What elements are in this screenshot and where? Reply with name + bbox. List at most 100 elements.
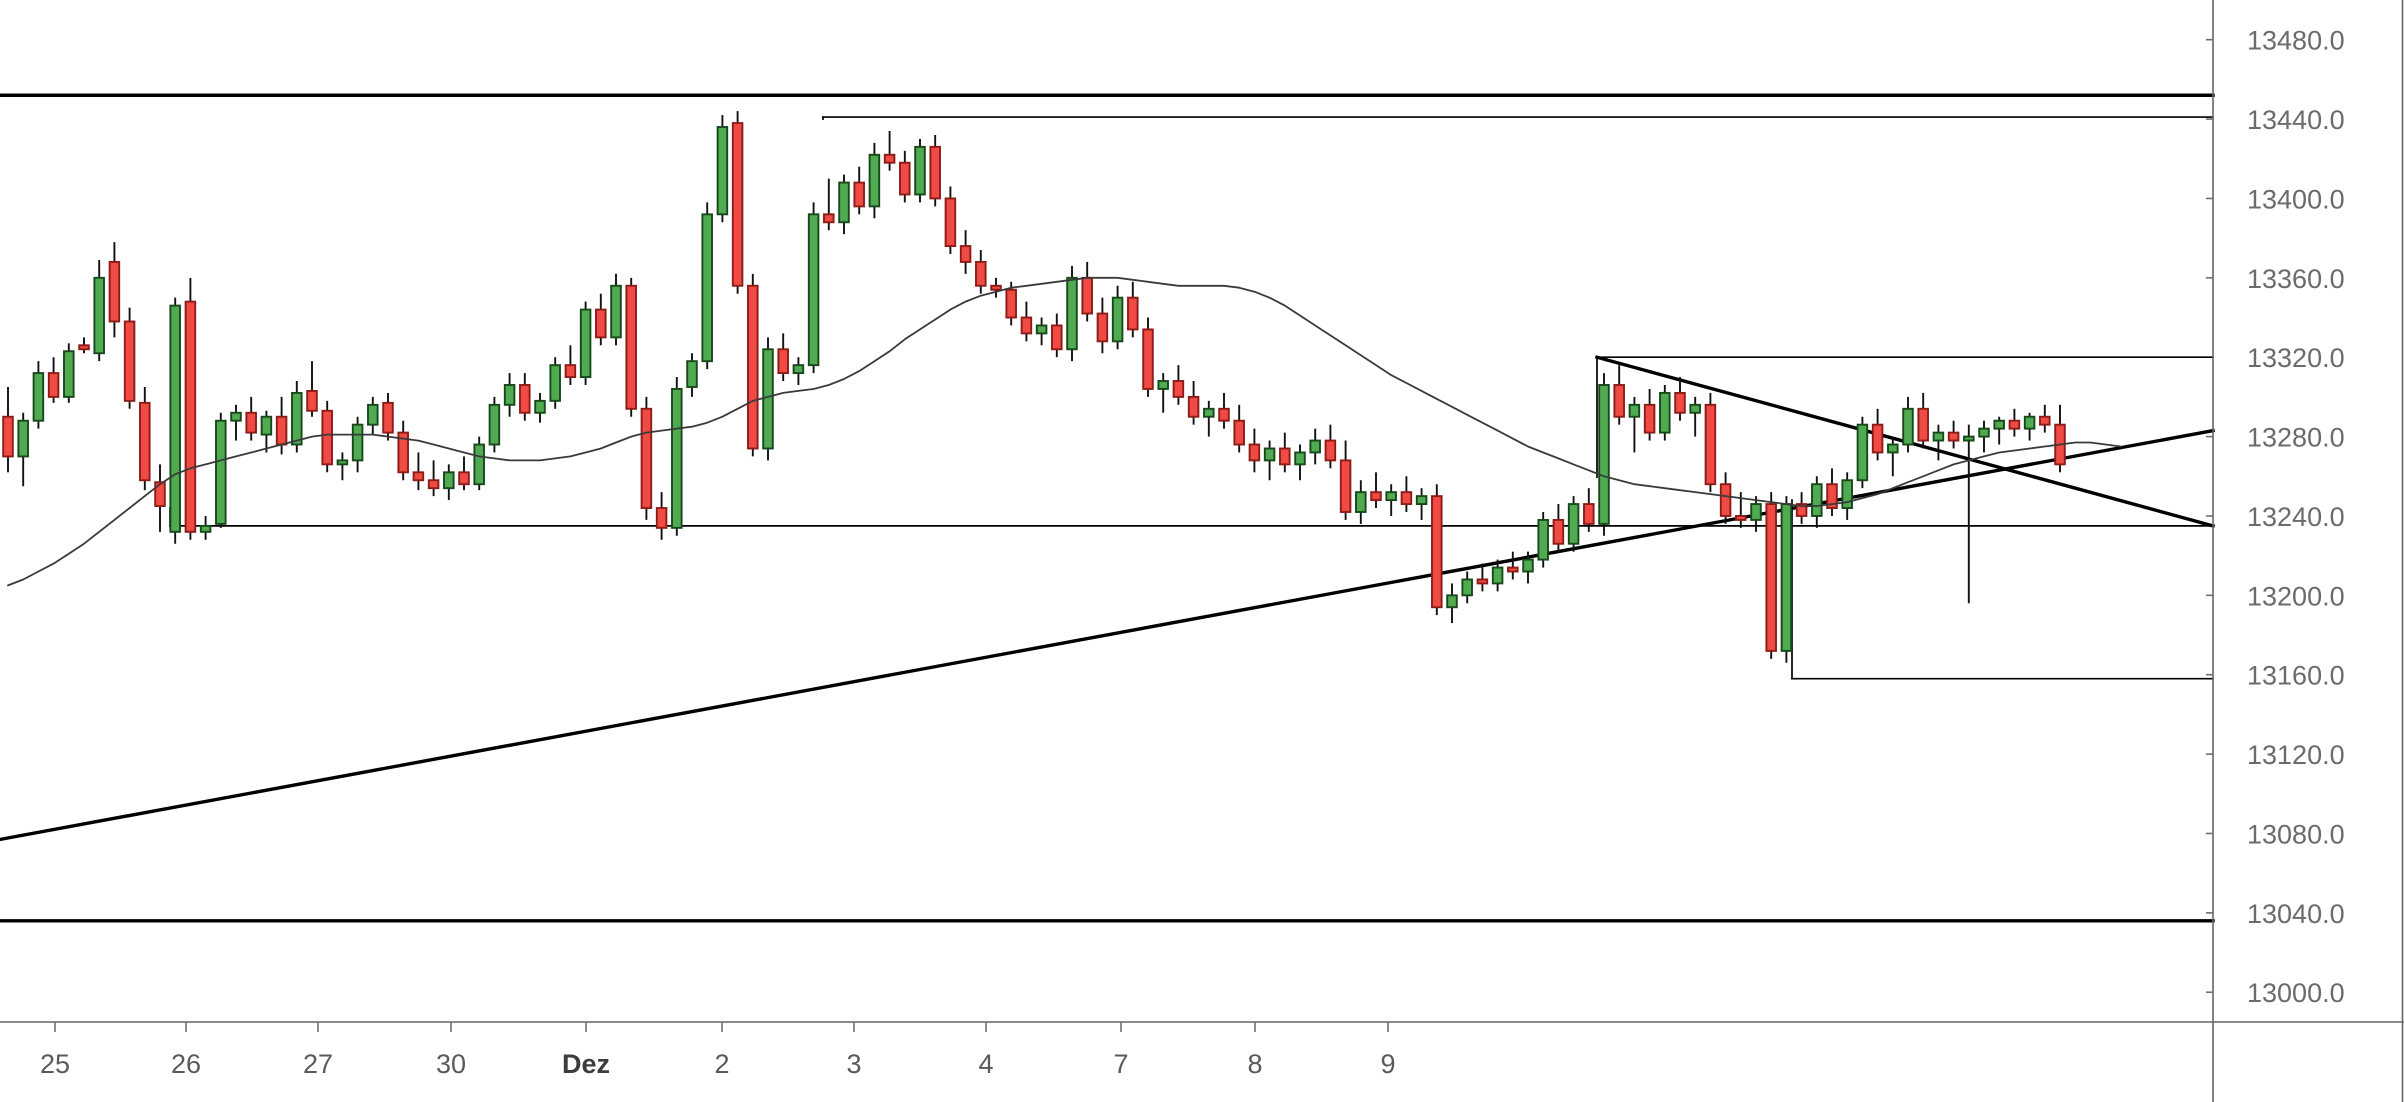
candle-body-down[interactable] [747,284,759,450]
candle-body-down[interactable] [1719,483,1732,517]
candle-body-up[interactable] [1841,479,1853,509]
candle-body-down[interactable] [2,415,14,458]
candle-body-up[interactable] [1035,324,1048,335]
candle-body-down[interactable] [1005,288,1017,319]
candle-body-down[interactable] [139,401,151,482]
candle-body-down[interactable] [1552,518,1565,545]
candle-body-up[interactable] [1461,578,1473,597]
candle-body-up[interactable] [1567,503,1580,545]
candle-body-down[interactable] [47,372,60,398]
candle-body-up[interactable] [473,443,485,486]
candle-body-down[interactable] [321,409,333,466]
candle-body-up[interactable] [1598,384,1610,525]
candle-body-up[interactable] [838,181,850,224]
candle-body-up[interactable] [1750,503,1762,521]
candle-body-down[interactable] [1248,443,1261,462]
candle-body-down[interactable] [1279,447,1291,466]
candle-body-up[interactable] [807,213,820,367]
candle-body-down[interactable] [519,384,531,414]
candle-body-up[interactable] [792,364,805,375]
candle-body-up[interactable] [1522,558,1534,573]
candle-body-up[interactable] [1446,594,1458,609]
candle-body-down[interactable] [1826,483,1838,509]
candle-body-up[interactable] [1066,276,1078,351]
drawn-annotations[interactable] [0,93,2216,923]
candle-body-up[interactable] [762,348,774,450]
candle-body-up[interactable] [1993,419,2005,430]
candle-body-down[interactable] [975,260,987,287]
candle-body-down[interactable] [1765,503,1777,652]
candle-body-up[interactable] [1355,491,1367,513]
candle-body-up[interactable] [1689,403,1701,414]
candle-body-down[interactable] [1142,328,1154,390]
candle-body-up[interactable] [549,364,561,402]
candle-body-down[interactable] [1795,503,1808,517]
candle-body-down[interactable] [777,348,789,375]
candle-body-up[interactable] [1659,391,1671,434]
candle-body-down[interactable] [1583,503,1595,525]
candle-body-down[interactable] [397,431,409,474]
candle-body-down[interactable] [1096,312,1109,343]
candle-body-down[interactable] [899,161,911,196]
candle-body-up[interactable] [1856,423,1869,482]
candle-body-up[interactable] [534,399,546,414]
candle-body-up[interactable] [443,471,455,490]
candle-body-down[interactable] [990,284,1002,291]
candle-body-up[interactable] [503,384,516,406]
candle-body-up[interactable] [914,145,926,196]
candle-body-down[interactable] [1339,459,1352,513]
candle-body-up[interactable] [1963,435,1975,442]
candle-body-down[interactable] [1674,391,1686,414]
candle-body-down[interactable] [1917,407,1929,442]
candle-body-up[interactable] [1978,427,1990,438]
candle-body-down[interactable] [1871,423,1884,454]
candle-body-up[interactable] [63,350,75,398]
candle-body-up[interactable] [488,403,501,446]
candle-body-up[interactable] [215,419,227,525]
candle-body-down[interactable] [1172,380,1185,398]
candle-body-down[interactable] [595,308,607,339]
candle-body-up[interactable] [260,415,273,436]
candle-body-down[interactable] [123,320,136,402]
candle-body-up[interactable] [1811,483,1823,517]
candle-body-up[interactable] [1537,518,1549,561]
candle-body-up[interactable] [1111,296,1124,343]
candle-body-down[interactable] [2039,415,2051,426]
candle-body-up[interactable] [1902,407,1914,446]
candle-body-up[interactable] [1932,431,1945,442]
candle-body-down[interactable] [929,145,941,200]
candle-body-down[interactable] [78,344,90,351]
candle-body-down[interactable] [1324,439,1337,462]
candle-body-down[interactable] [1643,403,1656,434]
candle-body-down[interactable] [1233,419,1245,446]
candle-body-down[interactable] [458,471,470,486]
candle-body-up[interactable] [1157,380,1169,390]
candle-body-down[interactable] [823,213,835,224]
candle-body-up[interactable] [1294,451,1306,466]
candle-body-up[interactable] [716,126,729,216]
candle-body-down[interactable] [1704,403,1717,486]
candle-body-down[interactable] [427,479,440,490]
candle-body-down[interactable] [154,481,166,507]
candle-body-down[interactable] [1476,578,1489,585]
candle-body-up[interactable] [1263,447,1276,462]
candle-body-down[interactable] [1020,316,1033,335]
candle-body-down[interactable] [1507,566,1519,573]
candle-body-down[interactable] [1218,407,1230,422]
candle-body-down[interactable] [959,245,972,263]
candle-body-down[interactable] [306,389,318,412]
candle-body-down[interactable] [412,471,425,482]
candle-body-down[interactable] [640,407,653,509]
candle-body-down[interactable] [1370,491,1382,502]
candle-body-down[interactable] [1947,431,1960,442]
candle-body-up[interactable] [2023,415,2036,430]
candle-body-up[interactable] [93,276,105,355]
candle-body-down[interactable] [245,411,257,434]
candle-body-down[interactable] [1735,515,1747,521]
candle-body-up[interactable] [1309,439,1321,454]
candle-body-up[interactable] [1491,566,1504,585]
candle-body-up[interactable] [1887,443,1899,454]
candle-body-up[interactable] [336,459,349,466]
candle-body-down[interactable] [564,364,577,378]
